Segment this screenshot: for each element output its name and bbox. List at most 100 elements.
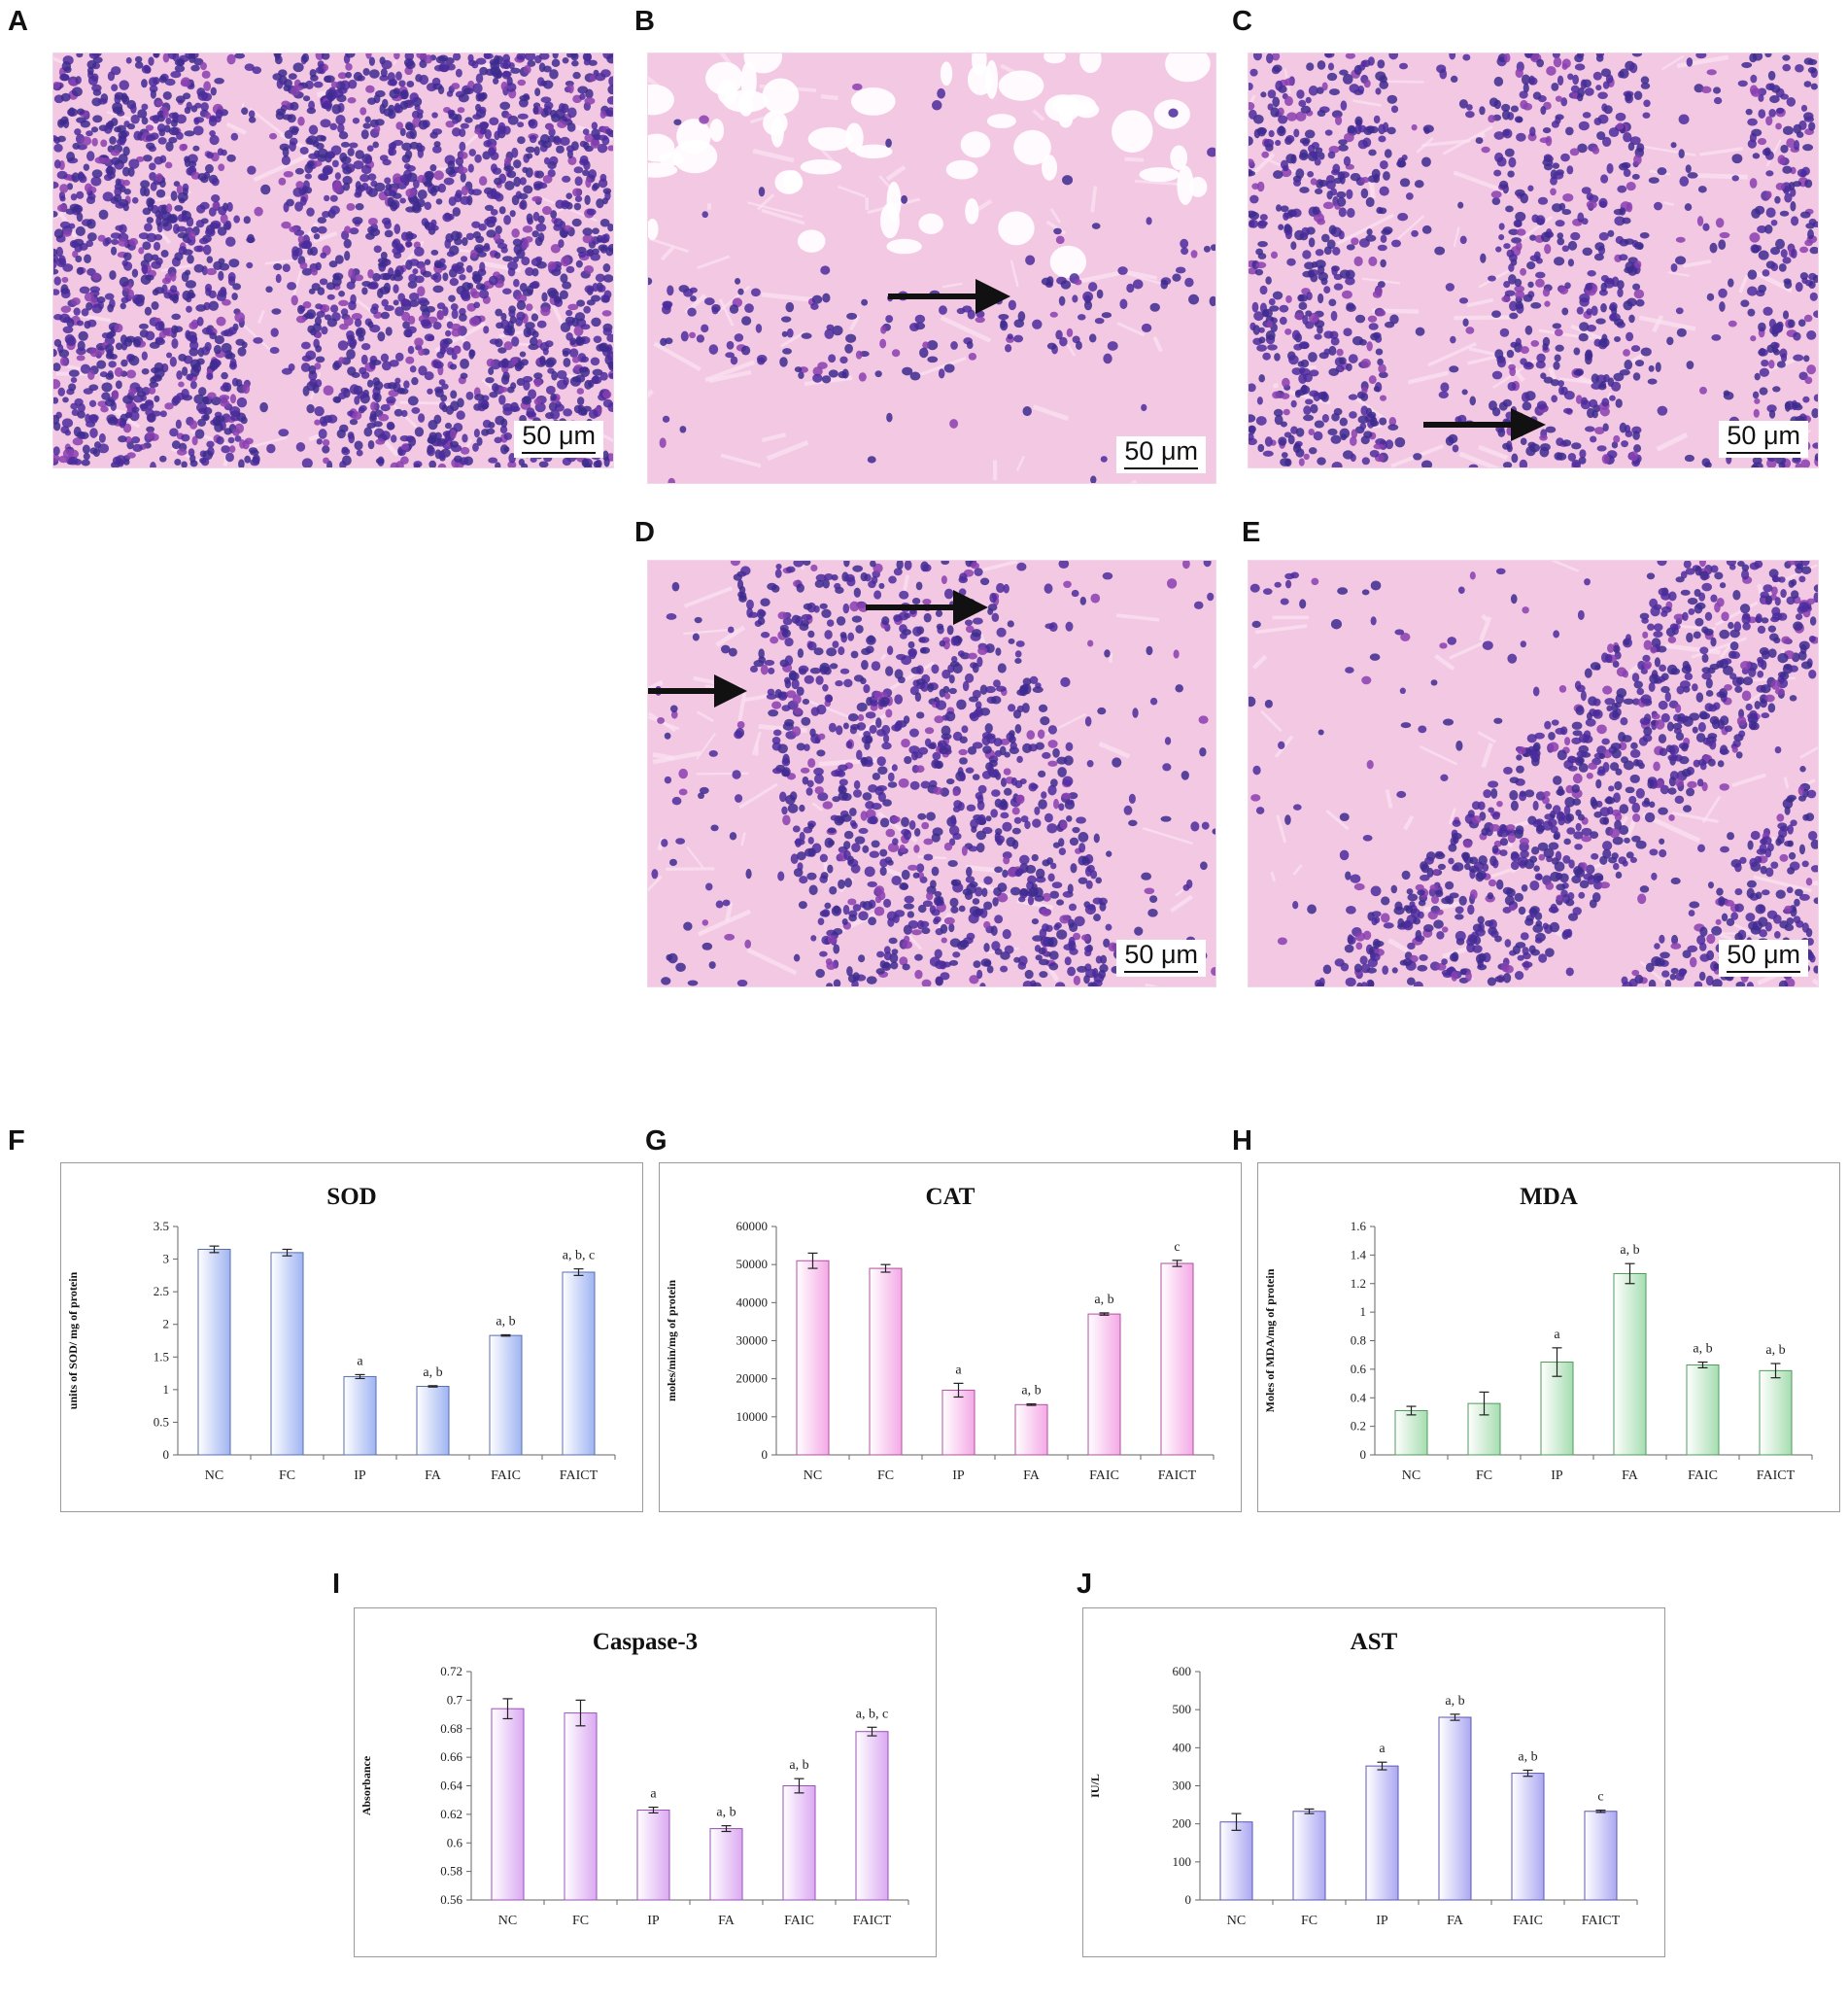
nucleus: [1420, 156, 1431, 167]
nucleus: [602, 263, 611, 273]
nucleus: [155, 257, 163, 265]
nucleus: [1527, 441, 1536, 448]
nucleus: [566, 53, 573, 58]
nucleus: [1038, 799, 1047, 810]
nucleus: [401, 311, 411, 322]
nucleus: [1072, 294, 1078, 303]
nucleus: [100, 139, 108, 148]
nucleus: [853, 779, 861, 790]
nucleus: [1741, 61, 1753, 69]
nucleus: [284, 129, 293, 139]
nucleus: [848, 914, 857, 922]
nucleus: [1452, 444, 1459, 453]
nucleus: [517, 136, 526, 145]
tissue-fiber: [1109, 652, 1113, 663]
nucleus: [817, 792, 829, 802]
nucleus: [1066, 328, 1074, 337]
nucleus: [527, 217, 533, 225]
nucleus: [1601, 136, 1612, 147]
nucleus: [558, 239, 565, 249]
nucleus: [53, 134, 58, 142]
nucleus: [726, 340, 735, 350]
nucleus: [866, 697, 873, 707]
nucleus: [912, 626, 922, 637]
nucleus: [1104, 649, 1111, 658]
nucleus: [1357, 415, 1369, 424]
nucleus: [1021, 703, 1030, 713]
nucleus: [172, 395, 182, 404]
nucleus: [817, 917, 825, 925]
nucleus: [326, 318, 338, 328]
nucleus: [289, 137, 298, 146]
nucleus: [582, 234, 594, 244]
nucleus: [1346, 208, 1355, 219]
nucleus: [106, 331, 115, 339]
nucleus: [1283, 95, 1293, 107]
nucleus: [1802, 144, 1814, 152]
nucleus: [1044, 281, 1053, 288]
nucleus: [1626, 202, 1633, 213]
nucleus: [678, 788, 688, 796]
nucleus: [1259, 285, 1268, 295]
panel-letter-d: D: [634, 517, 655, 548]
nucleus: [1277, 107, 1284, 117]
nucleus: [683, 288, 694, 297]
nucleus: [972, 774, 980, 780]
nucleus: [1600, 282, 1607, 293]
nucleus: [828, 354, 837, 363]
nucleus: [1358, 338, 1367, 346]
nucleus: [533, 183, 542, 190]
nucleus: [344, 250, 351, 261]
nucleus: [760, 631, 770, 639]
nucleus: [599, 110, 606, 120]
nucleus: [1042, 892, 1052, 902]
nucleus: [308, 100, 316, 111]
nucleus: [1421, 224, 1432, 234]
nucleus: [1298, 301, 1308, 310]
nucleus: [343, 316, 354, 327]
nucleus: [1378, 123, 1386, 135]
nucleus: [574, 176, 583, 187]
nucleus: [1349, 411, 1357, 419]
nucleus: [498, 395, 506, 405]
nucleus: [168, 126, 180, 136]
nucleus: [53, 268, 59, 275]
nucleus: [804, 743, 810, 751]
nucleus: [315, 345, 323, 353]
nucleus: [1539, 434, 1548, 441]
nucleus: [670, 710, 678, 719]
nucleus: [730, 356, 738, 365]
nucleus: [450, 390, 458, 399]
nucleus: [57, 119, 65, 128]
nucleus: [349, 227, 359, 235]
nucleus: [316, 311, 325, 318]
nucleus: [186, 101, 192, 111]
nucleus: [664, 776, 672, 784]
nucleus: [188, 448, 195, 457]
nucleus: [424, 371, 434, 381]
nucleus: [394, 269, 401, 278]
nucleus: [479, 66, 489, 76]
nucleus: [97, 443, 110, 454]
nucleus: [227, 327, 237, 335]
nucleus: [394, 352, 404, 362]
nucleus: [774, 569, 782, 578]
nucleus: [314, 419, 321, 426]
nucleus: [888, 937, 898, 945]
nucleus: [156, 123, 166, 133]
nucleus: [1593, 117, 1602, 125]
nucleus: [1488, 115, 1496, 123]
nucleus: [209, 134, 220, 146]
nucleus: [1249, 433, 1254, 441]
nucleus: [1585, 354, 1592, 365]
tissue-fiber: [1750, 268, 1793, 294]
nucleus: [201, 92, 213, 102]
nucleus: [1514, 285, 1525, 293]
nucleus: [852, 83, 863, 91]
nucleus: [1321, 82, 1328, 91]
tissue-fiber: [652, 750, 702, 765]
nucleus: [390, 201, 398, 212]
nucleus: [1260, 91, 1267, 98]
micrograph-b: 50 μm: [647, 52, 1216, 484]
nucleus: [696, 334, 705, 343]
